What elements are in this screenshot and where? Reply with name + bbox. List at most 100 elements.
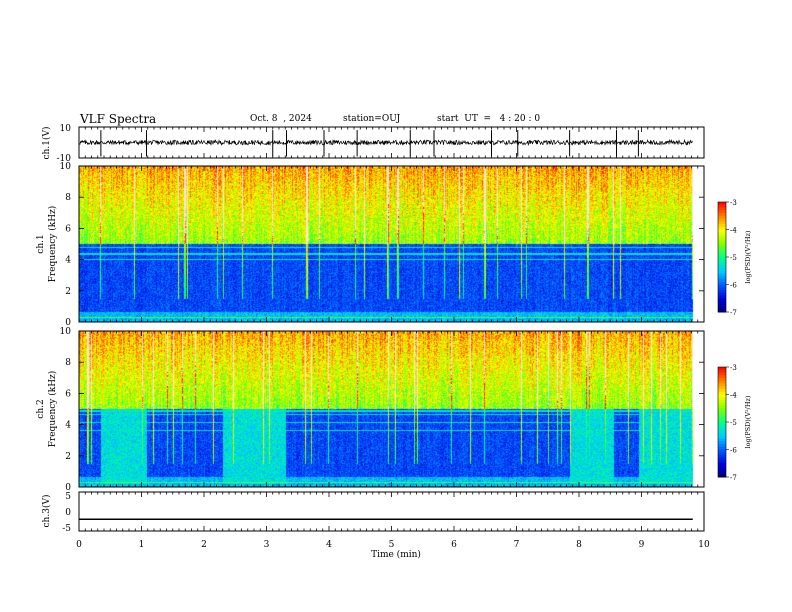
time-tick-label: 8 xyxy=(576,540,582,550)
colorbar-segment xyxy=(718,413,726,417)
colorbar-segment xyxy=(718,400,726,404)
colorbar-segment xyxy=(718,457,726,461)
ch3-waveform-ylabel: ch.3(V) xyxy=(41,495,52,528)
colorbar-segment xyxy=(718,306,726,310)
colorbar-segment xyxy=(718,367,726,371)
colorbar-segment xyxy=(718,237,726,241)
ch3-ytick-0: 0 xyxy=(65,508,71,518)
colorbar-segment xyxy=(718,411,726,415)
colorbar-segment xyxy=(718,232,726,236)
ch1-waveform-panel: 10 -10 ch.1(V) xyxy=(41,124,705,164)
freq-tick-label: 8 xyxy=(65,358,71,368)
start-time-label: start UT = 4 : 20 : 0 xyxy=(437,114,541,124)
colorbar-segment xyxy=(718,394,726,398)
colorbar-tick-label: -3 xyxy=(730,199,737,207)
ch2-colorbar: -3 -4 -5 -6 -7 log(PSD)(V²/Hz) xyxy=(717,364,752,482)
colorbar-segment xyxy=(718,405,726,409)
colorbar-segment xyxy=(718,408,726,412)
colorbar-segment xyxy=(718,449,726,453)
colorbar-segment xyxy=(718,438,726,442)
colorbar-segment xyxy=(718,427,726,431)
ch1-waveform-line xyxy=(78,138,693,147)
colorbar-segment xyxy=(718,380,726,384)
colorbar-tick-label: -4 xyxy=(730,227,737,235)
colorbar-segment xyxy=(718,309,726,313)
ch2-spectrogram-panel: 0 2 4 6 8 10 ch.2 Frequency (kHz) -3 -4 -5 -6 -7 l… xyxy=(36,327,752,493)
time-tick-label: 1 xyxy=(139,540,145,550)
colorbar-segment xyxy=(718,226,726,230)
colorbar-segment xyxy=(718,207,726,211)
ch2-spectrogram-yticks: 0 2 4 6 8 10 xyxy=(60,327,704,493)
colorbar-segment xyxy=(718,251,726,255)
colorbar-segment xyxy=(718,397,726,401)
ch1-ytick-10: 10 xyxy=(60,124,72,134)
colorbar-segment xyxy=(718,460,726,464)
colorbar-tick-label: -7 xyxy=(730,474,737,482)
colorbar-segment xyxy=(718,246,726,250)
colorbar-segment xyxy=(718,218,726,222)
time-axis-ticks xyxy=(78,127,705,531)
colorbar-segment xyxy=(718,424,726,428)
figure-title: VLF Spectra xyxy=(80,112,157,126)
date-label: Oct. 8 , 2024 xyxy=(250,114,312,124)
station-label: station=OUJ xyxy=(343,114,401,124)
colorbar-segment xyxy=(718,224,726,228)
colorbar-segment xyxy=(718,292,726,296)
colorbar-segment xyxy=(718,284,726,288)
ch3-ytick-5: 5 xyxy=(65,492,71,502)
time-axis-label: Time (min) xyxy=(371,549,421,560)
freq-tick-label: 4 xyxy=(65,421,71,431)
freq-tick-label: 10 xyxy=(60,162,72,172)
ch1-waveform-trace xyxy=(78,130,693,157)
ch2-spectrogram-image xyxy=(79,331,704,487)
freq-tick-label: 6 xyxy=(65,224,71,234)
colorbar-tick-label: -4 xyxy=(730,392,737,400)
ch1-ytick-minus10: -10 xyxy=(57,154,72,164)
colorbar-segment xyxy=(718,235,726,239)
ch1-colorbar: -3 -4 -5 -6 -7 log(PSD)(V²/Hz) xyxy=(717,199,752,317)
colorbar-segment xyxy=(718,386,726,390)
colorbar-label: log(PSD)(V²/Hz) xyxy=(744,230,752,283)
colorbar-tick-label: -5 xyxy=(730,419,737,427)
ch3-waveform-frame xyxy=(78,491,705,532)
colorbar-segment xyxy=(718,240,726,244)
ch2-spectrogram-channel-label: ch.2 xyxy=(36,399,46,418)
colorbar-segment xyxy=(718,287,726,291)
colorbar-segment xyxy=(718,262,726,266)
colorbar-segment xyxy=(718,303,726,307)
colorbar-segment xyxy=(718,369,726,373)
colorbar-tick-label: -7 xyxy=(730,309,737,317)
colorbar-segment xyxy=(718,471,726,475)
ch3-ytick-minus5: -5 xyxy=(62,524,71,534)
time-tick-label: 3 xyxy=(264,540,270,550)
colorbar-segment xyxy=(718,446,726,450)
colorbar-segment xyxy=(718,248,726,252)
ch1-spectrogram-ylabel: Frequency (kHz) xyxy=(47,206,58,283)
colorbar-segment xyxy=(718,441,726,445)
colorbar-segment xyxy=(718,243,726,247)
time-tick-label: 9 xyxy=(639,540,645,550)
colorbar-segment xyxy=(718,281,726,285)
colorbar-segment xyxy=(718,301,726,305)
freq-tick-label: 0 xyxy=(65,483,71,493)
colorbar-segment xyxy=(718,416,726,420)
colorbar-segment xyxy=(718,213,726,217)
colorbar-segment xyxy=(718,402,726,406)
colorbar-segment xyxy=(718,375,726,379)
colorbar-segment xyxy=(718,268,726,272)
colorbar-segment xyxy=(718,221,726,225)
colorbar-segment xyxy=(718,422,726,426)
time-tick-label: 10 xyxy=(698,540,710,550)
colorbar-segment xyxy=(718,435,726,439)
ch1-spectrogram-channel-label: ch.1 xyxy=(36,234,46,253)
colorbar-segment xyxy=(718,391,726,395)
colorbar-segment xyxy=(718,372,726,376)
colorbar-segment xyxy=(718,276,726,280)
colorbar-segment xyxy=(718,298,726,302)
colorbar-segment xyxy=(718,279,726,283)
colorbar-segment xyxy=(718,463,726,467)
time-tick-label: 7 xyxy=(514,540,520,550)
colorbar-segment xyxy=(718,383,726,387)
